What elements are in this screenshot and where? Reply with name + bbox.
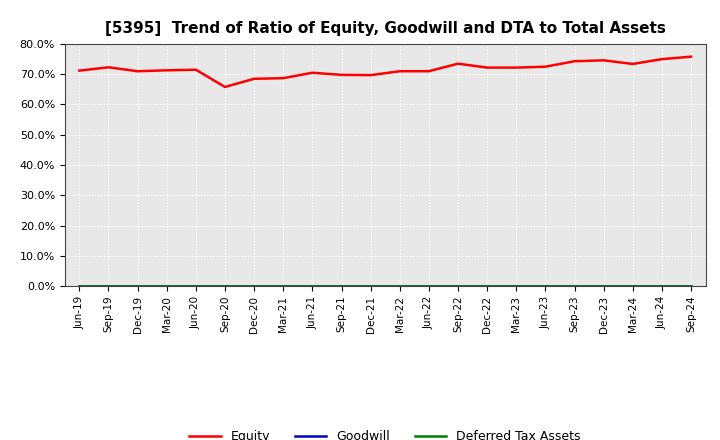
Equity	[512, 65, 521, 70]
Goodwill	[483, 283, 492, 289]
Equity	[687, 54, 696, 59]
Equity	[75, 68, 84, 73]
Goodwill	[279, 283, 287, 289]
Equity	[425, 69, 433, 74]
Goodwill	[657, 283, 666, 289]
Deferred Tax Assets	[337, 283, 346, 289]
Equity	[308, 70, 317, 75]
Line: Equity: Equity	[79, 57, 691, 87]
Deferred Tax Assets	[454, 283, 462, 289]
Goodwill	[163, 283, 171, 289]
Deferred Tax Assets	[279, 283, 287, 289]
Title: [5395]  Trend of Ratio of Equity, Goodwill and DTA to Total Assets: [5395] Trend of Ratio of Equity, Goodwil…	[105, 21, 665, 36]
Deferred Tax Assets	[308, 283, 317, 289]
Goodwill	[75, 283, 84, 289]
Goodwill	[192, 283, 200, 289]
Equity	[220, 84, 229, 90]
Goodwill	[454, 283, 462, 289]
Goodwill	[250, 283, 258, 289]
Equity	[395, 69, 404, 74]
Equity	[599, 58, 608, 63]
Equity	[657, 56, 666, 62]
Deferred Tax Assets	[425, 283, 433, 289]
Goodwill	[104, 283, 113, 289]
Deferred Tax Assets	[192, 283, 200, 289]
Deferred Tax Assets	[599, 283, 608, 289]
Equity	[366, 73, 375, 78]
Deferred Tax Assets	[541, 283, 550, 289]
Deferred Tax Assets	[657, 283, 666, 289]
Goodwill	[337, 283, 346, 289]
Deferred Tax Assets	[483, 283, 492, 289]
Goodwill	[599, 283, 608, 289]
Equity	[570, 59, 579, 64]
Equity	[104, 65, 113, 70]
Deferred Tax Assets	[104, 283, 113, 289]
Equity	[337, 72, 346, 77]
Equity	[454, 61, 462, 66]
Goodwill	[541, 283, 550, 289]
Goodwill	[425, 283, 433, 289]
Equity	[541, 64, 550, 70]
Goodwill	[629, 283, 637, 289]
Goodwill	[687, 283, 696, 289]
Deferred Tax Assets	[75, 283, 84, 289]
Goodwill	[133, 283, 142, 289]
Deferred Tax Assets	[570, 283, 579, 289]
Goodwill	[395, 283, 404, 289]
Goodwill	[308, 283, 317, 289]
Equity	[279, 76, 287, 81]
Goodwill	[220, 283, 229, 289]
Deferred Tax Assets	[163, 283, 171, 289]
Deferred Tax Assets	[395, 283, 404, 289]
Deferred Tax Assets	[512, 283, 521, 289]
Deferred Tax Assets	[629, 283, 637, 289]
Equity	[483, 65, 492, 70]
Equity	[192, 67, 200, 72]
Goodwill	[366, 283, 375, 289]
Deferred Tax Assets	[133, 283, 142, 289]
Equity	[250, 76, 258, 81]
Goodwill	[570, 283, 579, 289]
Legend: Equity, Goodwill, Deferred Tax Assets: Equity, Goodwill, Deferred Tax Assets	[184, 425, 586, 440]
Deferred Tax Assets	[687, 283, 696, 289]
Goodwill	[512, 283, 521, 289]
Equity	[163, 68, 171, 73]
Equity	[133, 69, 142, 74]
Deferred Tax Assets	[250, 283, 258, 289]
Deferred Tax Assets	[366, 283, 375, 289]
Equity	[629, 61, 637, 66]
Deferred Tax Assets	[220, 283, 229, 289]
